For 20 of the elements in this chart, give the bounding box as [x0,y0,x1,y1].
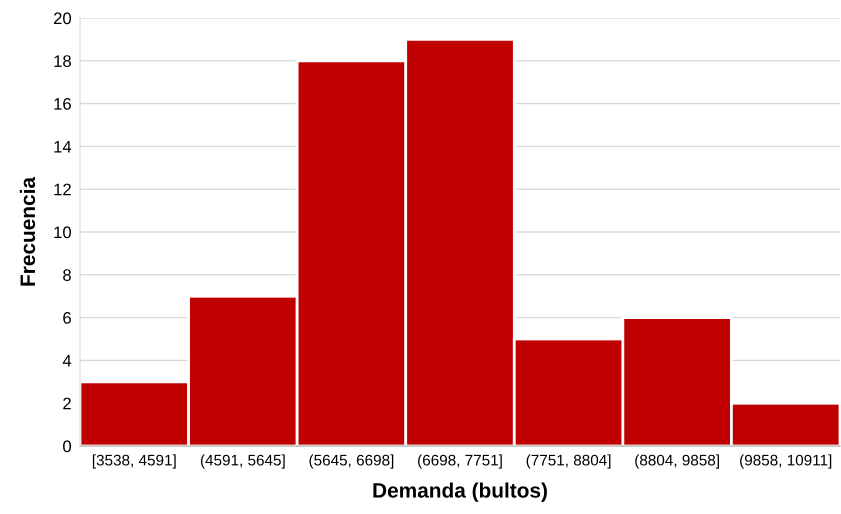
y-tick-label: 16 [54,98,71,110]
y-axis-title: Frecuencia [20,176,36,286]
y-tick-label: 2 [63,398,71,410]
y-tick-label: 0 [63,440,72,452]
y-tick-label: 6 [63,312,71,324]
x-tick-label: (8804, 9858] [635,454,719,469]
x-axis-title: Demanda (bultos) [373,482,547,502]
y-tick-label: 12 [54,184,71,196]
x-tick-label: (4591, 5645] [200,454,285,469]
x-tick-label: (5645, 6698] [309,454,394,469]
x-tick-label: [3538, 4591] [92,454,176,469]
y-tick-label: 10 [54,226,72,238]
y-tick-label: 8 [63,269,71,282]
y-tick-label: 4 [62,354,72,366]
x-tick-label: (9858, 10911] [740,454,832,469]
x-tick-label: (7751, 8804] [526,454,610,469]
y-tick-label: 14 [54,140,72,152]
y-tick-label: 20 [54,12,72,24]
x-tick-label: (6698, 7751] [418,454,502,469]
y-tick-label: 18 [54,55,71,68]
